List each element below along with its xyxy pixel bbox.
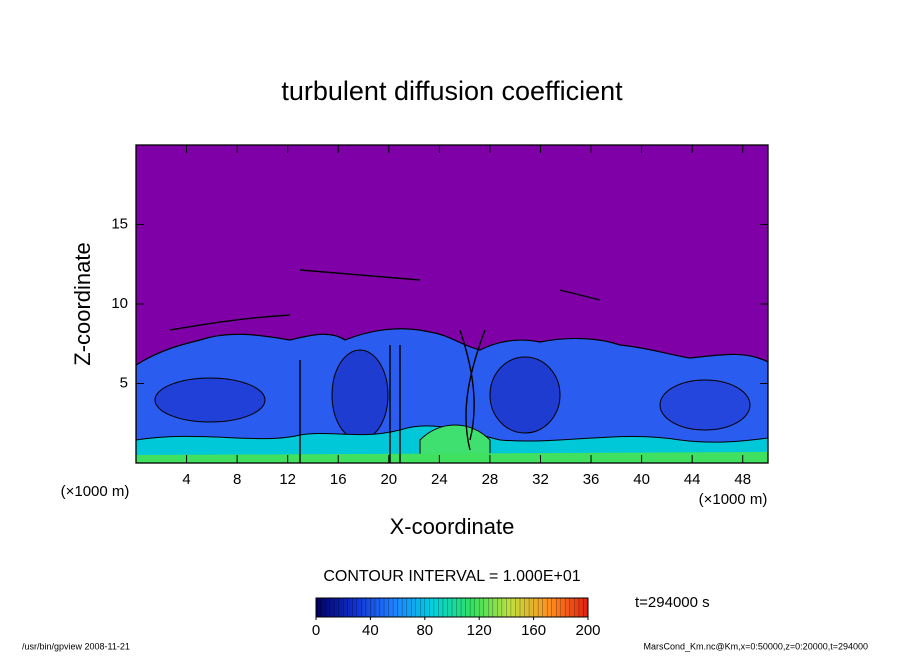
x-unit-label: (×1000 m)	[61, 483, 130, 500]
x-tick-label: 32	[532, 471, 549, 488]
x-tick-label: 8	[233, 471, 241, 488]
x-axis-title: X-coordinate	[390, 514, 515, 539]
y-tick-label: 15	[111, 215, 128, 232]
colorbar-tick-label: 80	[416, 622, 433, 639]
field-region	[136, 452, 768, 463]
x-tick-label: 28	[482, 471, 499, 488]
x-tick-label: 36	[583, 471, 600, 488]
y-tick-label: 10	[111, 295, 128, 312]
x-tick-label: 16	[330, 471, 347, 488]
x-tick-label: 12	[279, 471, 296, 488]
x-tick-label: 40	[633, 471, 650, 488]
chart-title: turbulent diffusion coefficient	[281, 76, 623, 106]
x-tick-label: 4	[182, 471, 190, 488]
y-tick-label: 5	[120, 374, 128, 391]
colorbar-tick-label: 200	[575, 622, 600, 639]
x-tick-label: 48	[734, 471, 751, 488]
contour-interval: CONTOUR INTERVAL = 1.000E+01	[323, 568, 580, 585]
y-axis-title: Z-coordinate	[70, 242, 95, 366]
colorbar-tick-label: 120	[467, 622, 492, 639]
field-region	[136, 328, 768, 463]
footer-right: MarsCond_Km.nc@Km,x=0:50000,z=0:20000,t=…	[643, 641, 868, 651]
field-region	[331, 349, 389, 441]
time-label: t=294000 s	[635, 594, 710, 611]
colorbar-tick-label: 160	[521, 622, 546, 639]
contour-line	[169, 269, 601, 463]
field-region	[489, 356, 561, 434]
x-tick-label: 44	[684, 471, 701, 488]
x-tick-label: 24	[431, 471, 448, 488]
x-unit-label: (×1000 m)	[699, 491, 768, 508]
footer-left: /usr/bin/gpview 2008-11-21	[22, 641, 130, 651]
field-region	[659, 379, 751, 431]
x-tick-label: 20	[380, 471, 397, 488]
colorbar-tick-label: 0	[312, 622, 320, 639]
contour-field	[136, 145, 768, 463]
field-region	[154, 377, 266, 423]
colorbar-tick-label: 40	[362, 622, 379, 639]
